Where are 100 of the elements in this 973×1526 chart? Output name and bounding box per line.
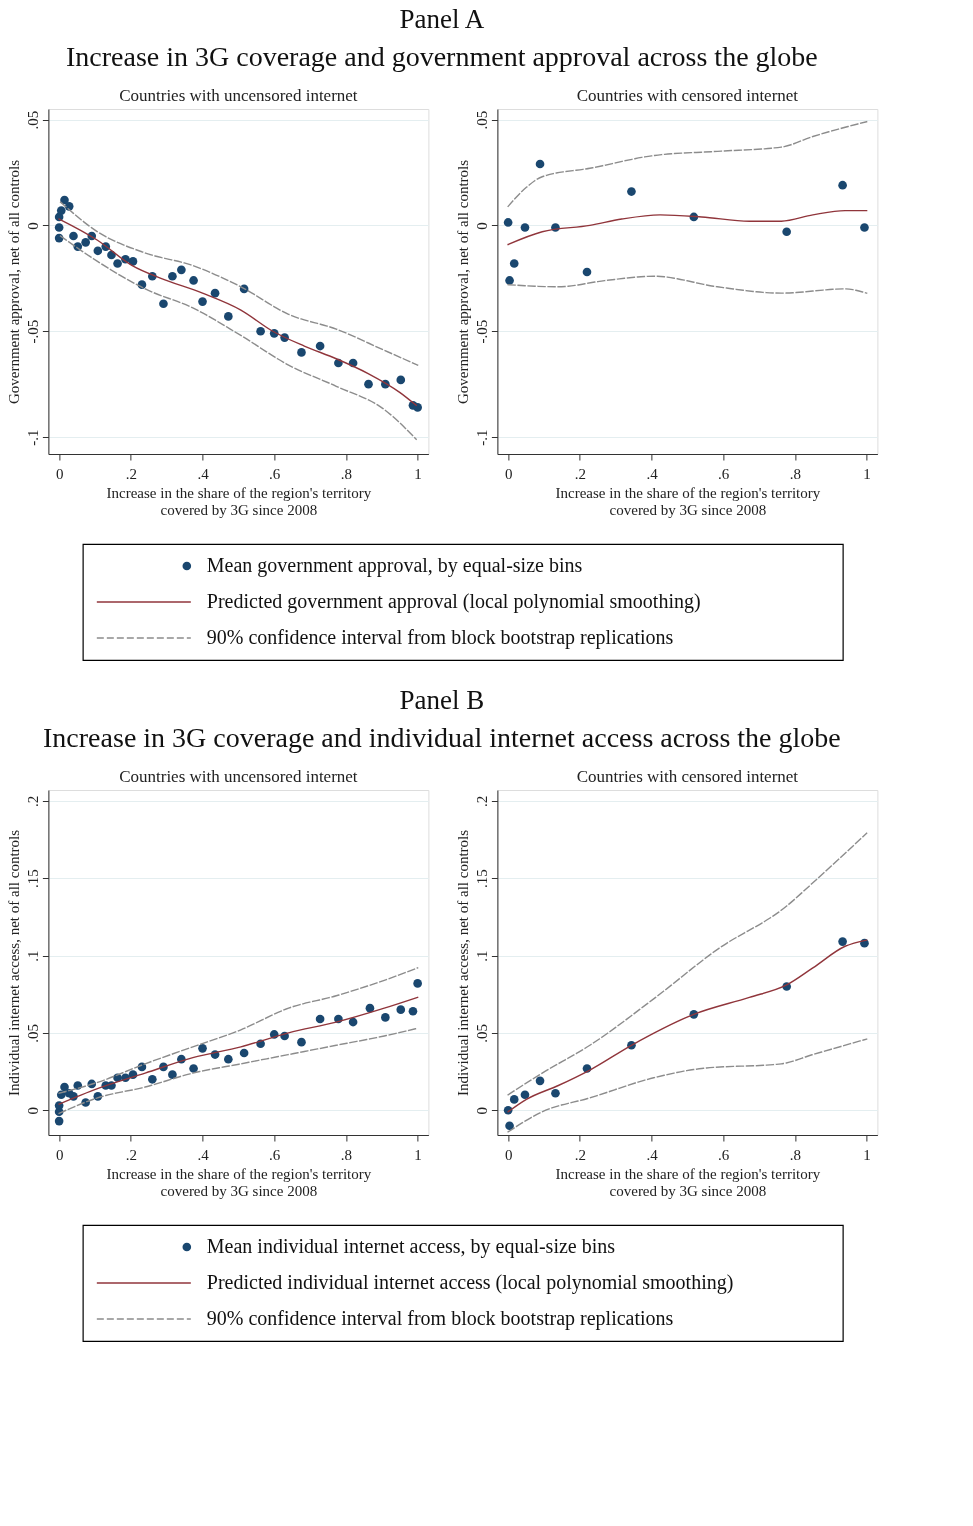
x-tick-label: .6 xyxy=(269,1146,281,1163)
x-tick-label: .4 xyxy=(646,465,659,482)
point xyxy=(315,1014,325,1024)
text: Panel A xyxy=(399,3,485,34)
x-tick-label: 0 xyxy=(55,1146,64,1163)
point xyxy=(782,227,792,237)
y-tick-label: .15 xyxy=(473,869,490,889)
point xyxy=(396,1005,406,1015)
line-series xyxy=(507,275,868,294)
point xyxy=(348,1017,358,1027)
x-tick-label: .8 xyxy=(789,465,802,482)
point xyxy=(520,223,530,232)
point xyxy=(189,276,198,285)
point xyxy=(503,218,513,227)
y-axis-title: Government approval, net of all controls xyxy=(454,159,471,405)
x-tick-label: 1 xyxy=(414,465,422,482)
y-tick-label: 0 xyxy=(473,222,490,230)
line-series xyxy=(507,209,868,246)
x-axis-title: Increase in the share of the region's territory covered by 3G since 2008 xyxy=(106,1165,372,1199)
y-tick-label: .2 xyxy=(473,795,490,807)
y-tick-label: .15 xyxy=(24,869,41,889)
point xyxy=(177,265,186,275)
legend-label: Mean individual internet access, by equal-size bins xyxy=(206,1235,616,1258)
legend-label: Mean government approval, by equal-size bins xyxy=(206,554,583,577)
point xyxy=(148,1074,157,1084)
x-tick-label: .4 xyxy=(646,1146,659,1163)
text: Increase in 3G coverage and government approval across the globe xyxy=(65,40,818,72)
point xyxy=(381,1013,390,1022)
y-tick-label: -.05 xyxy=(24,319,41,344)
point xyxy=(224,312,233,321)
point xyxy=(168,271,177,281)
x-tick-label: .2 xyxy=(574,1146,586,1163)
y-tick-label: -.1 xyxy=(473,429,490,446)
y-axis-title: Individual internet access, net of all controls xyxy=(454,829,471,1097)
y-tick-label: 0 xyxy=(473,1107,490,1115)
y-tick-label: .05 xyxy=(24,110,41,130)
point xyxy=(54,1101,64,1110)
y-tick-label: -.05 xyxy=(473,319,490,344)
point xyxy=(198,297,207,306)
x-tick-label: .8 xyxy=(340,1146,353,1163)
line-series xyxy=(507,121,868,208)
point xyxy=(505,1121,514,1131)
chart-title: Countries with censored internet xyxy=(576,86,799,105)
chart-title: Countries with uncensored internet xyxy=(119,86,358,105)
point xyxy=(509,259,519,268)
point xyxy=(54,223,64,232)
point xyxy=(113,259,122,268)
point xyxy=(210,288,220,298)
point xyxy=(838,937,847,946)
x-tick-label: .2 xyxy=(125,465,137,482)
x-tick-label: .2 xyxy=(125,1146,137,1163)
point xyxy=(535,1076,545,1086)
chart-title: Countries with censored internet xyxy=(576,767,799,786)
point xyxy=(551,1088,560,1098)
legend-label: Predicted government approval (local polynomial smoothing) xyxy=(206,590,701,613)
text: Increase in 3G coverage and individual internet access across the globe xyxy=(43,721,841,753)
x-tick-label: .2 xyxy=(574,465,586,482)
x-axis-title: Increase in the share of the region's territory covered by 3G since 2008 xyxy=(555,484,821,518)
point xyxy=(56,206,66,215)
point xyxy=(60,195,69,205)
point xyxy=(297,1037,306,1047)
x-tick-label: .6 xyxy=(718,465,730,482)
point xyxy=(189,1064,198,1073)
point xyxy=(297,348,306,357)
y-tick-label: .05 xyxy=(24,1024,41,1043)
point xyxy=(198,1044,207,1053)
y-axis-title: Individual internet access, net of all controls xyxy=(5,829,22,1097)
point xyxy=(413,403,422,412)
x-tick-label: .8 xyxy=(789,1146,802,1163)
y-tick-label: .1 xyxy=(473,950,490,962)
y-tick-label: .05 xyxy=(473,110,490,130)
point xyxy=(860,223,869,232)
point xyxy=(107,250,116,260)
line-series xyxy=(507,1038,868,1133)
legend-label: 90% confidence interval from block bootstrap replications xyxy=(206,626,674,649)
x-axis-title: Increase in the share of the region's territory covered by 3G since 2008 xyxy=(106,484,372,518)
point xyxy=(81,238,90,247)
x-tick-label: .4 xyxy=(197,1146,210,1163)
point xyxy=(505,276,514,285)
point xyxy=(256,326,265,336)
point xyxy=(69,231,78,241)
x-tick-label: 1 xyxy=(414,1146,422,1163)
point xyxy=(93,246,103,256)
point xyxy=(509,1095,519,1104)
x-tick-label: 1 xyxy=(863,465,871,482)
y-tick-label: .1 xyxy=(24,950,41,962)
point xyxy=(627,187,636,196)
legend-label: Predicted individual internet access (local polynomial smoothing) xyxy=(206,1271,734,1294)
legend-label: 90% confidence interval from block bootstrap replications xyxy=(206,1307,674,1330)
point xyxy=(520,1090,530,1100)
point xyxy=(408,1006,418,1016)
point xyxy=(365,1003,375,1013)
x-tick-label: 0 xyxy=(504,1146,513,1163)
x-tick-label: .6 xyxy=(269,465,281,482)
point xyxy=(315,341,325,351)
x-tick-label: 0 xyxy=(55,465,64,482)
y-tick-label: -.1 xyxy=(24,429,41,446)
point xyxy=(60,1082,69,1092)
point xyxy=(224,1054,233,1064)
y-tick-label: .2 xyxy=(24,795,41,807)
